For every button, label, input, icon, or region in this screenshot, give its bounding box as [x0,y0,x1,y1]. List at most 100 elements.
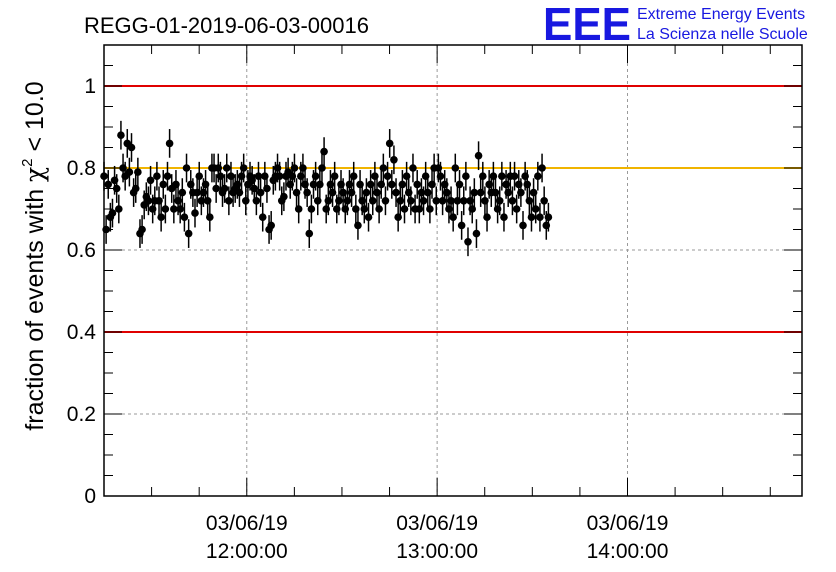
data-point [318,164,326,172]
data-point [294,205,303,213]
data-point [457,221,466,230]
data-point [330,172,339,180]
data-point [489,172,498,180]
data-point [324,197,333,205]
data-point [364,213,373,221]
data-point [131,184,140,193]
data-point [339,188,347,197]
data-point [108,209,117,217]
data-point [252,197,261,205]
y-axis-title-suffix: < 10.0 [21,81,49,158]
data-point [335,197,343,205]
y-axis-title-symbol: χ [20,167,49,182]
x-tick-time: 14:00:00 [587,540,669,563]
data-point [529,188,538,197]
axis-ticks [103,45,802,497]
logo-line-1: Extreme Energy Events [637,6,805,23]
data-point [544,213,553,221]
data-point [178,188,187,197]
data-point [305,229,314,238]
data-point [436,172,445,180]
data-point [479,172,487,180]
data-point [201,180,210,189]
data-point [519,221,527,230]
data-point [241,197,250,205]
data-point [320,147,328,156]
data-point [366,180,375,189]
data-point [212,184,220,193]
data-point [474,151,483,160]
data-point [536,213,544,221]
data-point [531,205,540,213]
data-point [432,197,441,205]
data-point [527,213,536,221]
data-point [191,209,199,217]
data-point [426,205,434,213]
data-point [362,188,371,197]
data-point [157,213,165,221]
data-point [258,213,267,221]
data-point [134,168,142,176]
data-point [368,197,377,205]
data-point [462,172,470,180]
data-point [538,164,546,172]
data-point [161,205,170,213]
data-point [413,180,421,189]
data-point [371,172,379,180]
data-point [415,205,424,213]
eee-logo: EEE Extreme Energy Events La Scienza nel… [543,0,808,50]
data-point [428,180,436,189]
grid-lines [104,45,802,496]
data-point [159,180,168,189]
data-point [383,172,392,180]
data-point [534,172,542,180]
data-point [280,192,288,201]
data-point [443,188,451,197]
data-point [163,172,172,180]
data-point [146,176,155,185]
data-point [356,180,364,189]
data-point [127,143,136,152]
data-point [292,188,301,197]
data-point [419,197,428,205]
data-point [423,188,432,197]
data-point [400,205,409,213]
data-point [491,188,500,197]
data-point [453,197,462,205]
data-point [313,197,322,205]
data-point [392,188,400,197]
data-point [112,184,121,193]
data-point [449,213,457,221]
data-point [512,205,521,213]
data-points [100,120,553,257]
data-point [349,172,358,180]
data-point [354,221,362,230]
data-point [476,188,485,197]
data-point [267,221,275,230]
data-point [498,172,506,180]
data-point [540,197,548,205]
data-point [523,180,532,189]
plot-frame [103,44,803,497]
x-tick-labels: 03/06/19 12:00:00 03/06/19 13:00:00 03/06/19… [206,512,668,563]
y-tick-label: 0.8 [67,157,96,180]
data-point [144,197,153,205]
data-point [290,164,299,172]
y-tick-labels: 0 0.2 0.4 0.6 0.8 1 [67,75,97,508]
data-point [307,205,316,213]
x-tick-date: 03/06/19 [396,512,478,535]
data-point [470,188,479,197]
y-axis-title-prefix: fraction of events with [21,182,49,431]
data-point [481,197,489,205]
data-point [375,205,383,213]
data-point [510,172,519,180]
data-point [385,139,394,148]
data-point [500,213,508,221]
data-point [184,229,193,238]
data-point [176,205,184,213]
data-point [117,131,125,139]
data-point [195,172,204,180]
data-point [165,139,174,148]
data-point [328,188,337,197]
